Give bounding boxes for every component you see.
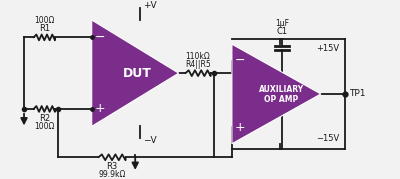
- Text: R2: R2: [39, 114, 50, 123]
- Text: AUXILIARY: AUXILIARY: [259, 85, 304, 94]
- Text: 99.9kΩ: 99.9kΩ: [98, 170, 126, 179]
- Text: +: +: [234, 121, 245, 134]
- Text: TP1: TP1: [349, 90, 366, 98]
- Text: +: +: [95, 102, 106, 115]
- Text: R4||R5: R4||R5: [185, 60, 211, 69]
- Text: 110kΩ: 110kΩ: [186, 52, 210, 61]
- Text: 100Ω: 100Ω: [34, 16, 54, 25]
- Text: 1μF: 1μF: [275, 19, 289, 28]
- Text: −V: −V: [143, 136, 156, 145]
- Text: C1: C1: [277, 27, 288, 36]
- Text: −: −: [234, 54, 245, 67]
- Text: 100Ω: 100Ω: [34, 122, 54, 131]
- Text: +15V: +15V: [316, 45, 339, 54]
- Polygon shape: [92, 20, 179, 126]
- Text: R3: R3: [106, 163, 118, 171]
- Text: −15V: −15V: [316, 134, 339, 143]
- Text: DUT: DUT: [123, 67, 152, 80]
- Polygon shape: [232, 44, 321, 144]
- Text: OP AMP: OP AMP: [264, 95, 298, 104]
- Text: R1: R1: [39, 24, 50, 33]
- Text: −: −: [95, 31, 106, 44]
- Text: +V: +V: [143, 1, 156, 10]
